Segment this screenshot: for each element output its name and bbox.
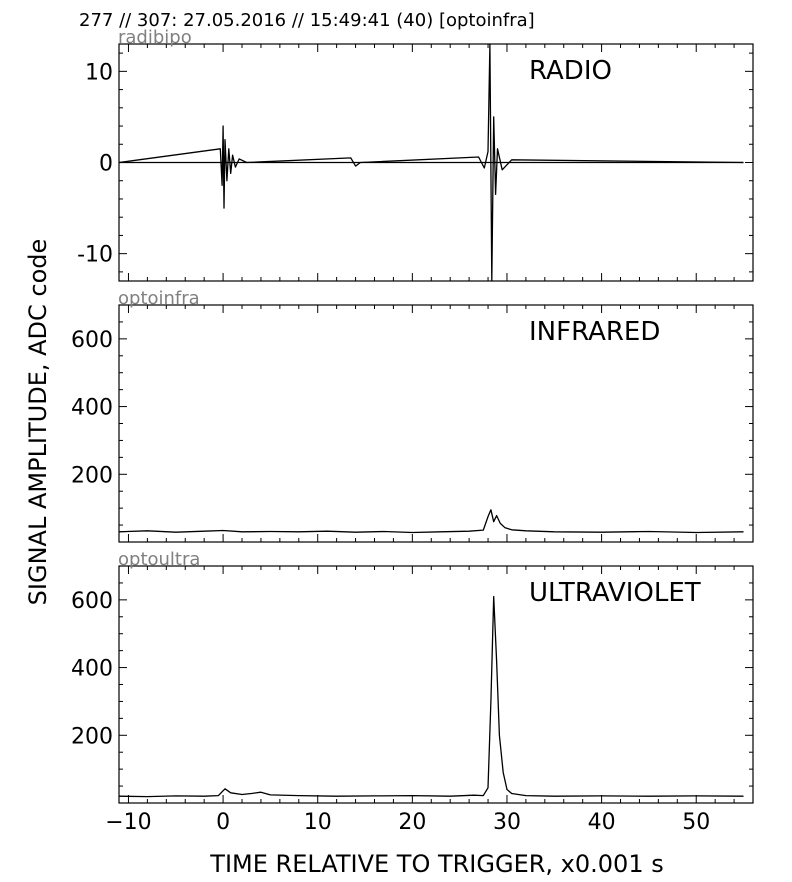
chart-panels: 100-10RADIOradibipo600400200INFRAREDopto… (71, 27, 754, 835)
radio-y-tick-label: 10 (85, 60, 113, 85)
infrared-y-tick-label: 400 (71, 396, 113, 421)
ultraviolet-x-tick-label: 50 (682, 810, 710, 835)
ultraviolet-x-tick-label: 0 (216, 810, 230, 835)
infrared-panel-label: INFRARED (529, 317, 660, 347)
ultraviolet-x-tick-label: 10 (304, 810, 332, 835)
ultraviolet-y-tick-label: 400 (71, 657, 113, 682)
radio-signal-trace (118, 43, 744, 282)
ultraviolet-channel-tag: optoultra (118, 549, 200, 570)
infrared-y-tick-label: 600 (71, 328, 113, 353)
ultraviolet-signal-trace (118, 595, 744, 798)
infrared-signal-trace (118, 509, 744, 534)
radio-channel-tag: radibipo (118, 27, 192, 48)
infrared-channel-tag: optoinfra (118, 288, 200, 309)
ultraviolet-x-tick-label: 20 (398, 810, 426, 835)
ultraviolet-panel-label: ULTRAVIOLET (529, 578, 701, 608)
radio-y-tick-label: -10 (77, 243, 113, 268)
radio-y-tick-label: 0 (99, 152, 113, 177)
radio-panel-label: RADIO (529, 56, 612, 86)
ultraviolet-y-tick-label: 200 (71, 724, 113, 749)
chart-header: 277 // 307: 27.05.2016 // 15:49:41 (40) … (79, 10, 535, 31)
ultraviolet-x-tick-label: −10 (105, 810, 151, 835)
ultraviolet-x-tick-label: 30 (493, 810, 521, 835)
y-axis-label: SIGNAL AMPLITUDE, ADC code (24, 239, 52, 606)
ultraviolet-y-tick-label: 600 (71, 589, 113, 614)
infrared-y-tick-label: 200 (71, 463, 113, 488)
ultraviolet-x-tick-label: 40 (588, 810, 616, 835)
x-axis-label: TIME RELATIVE TO TRIGGER, x0.001 s (209, 850, 663, 878)
